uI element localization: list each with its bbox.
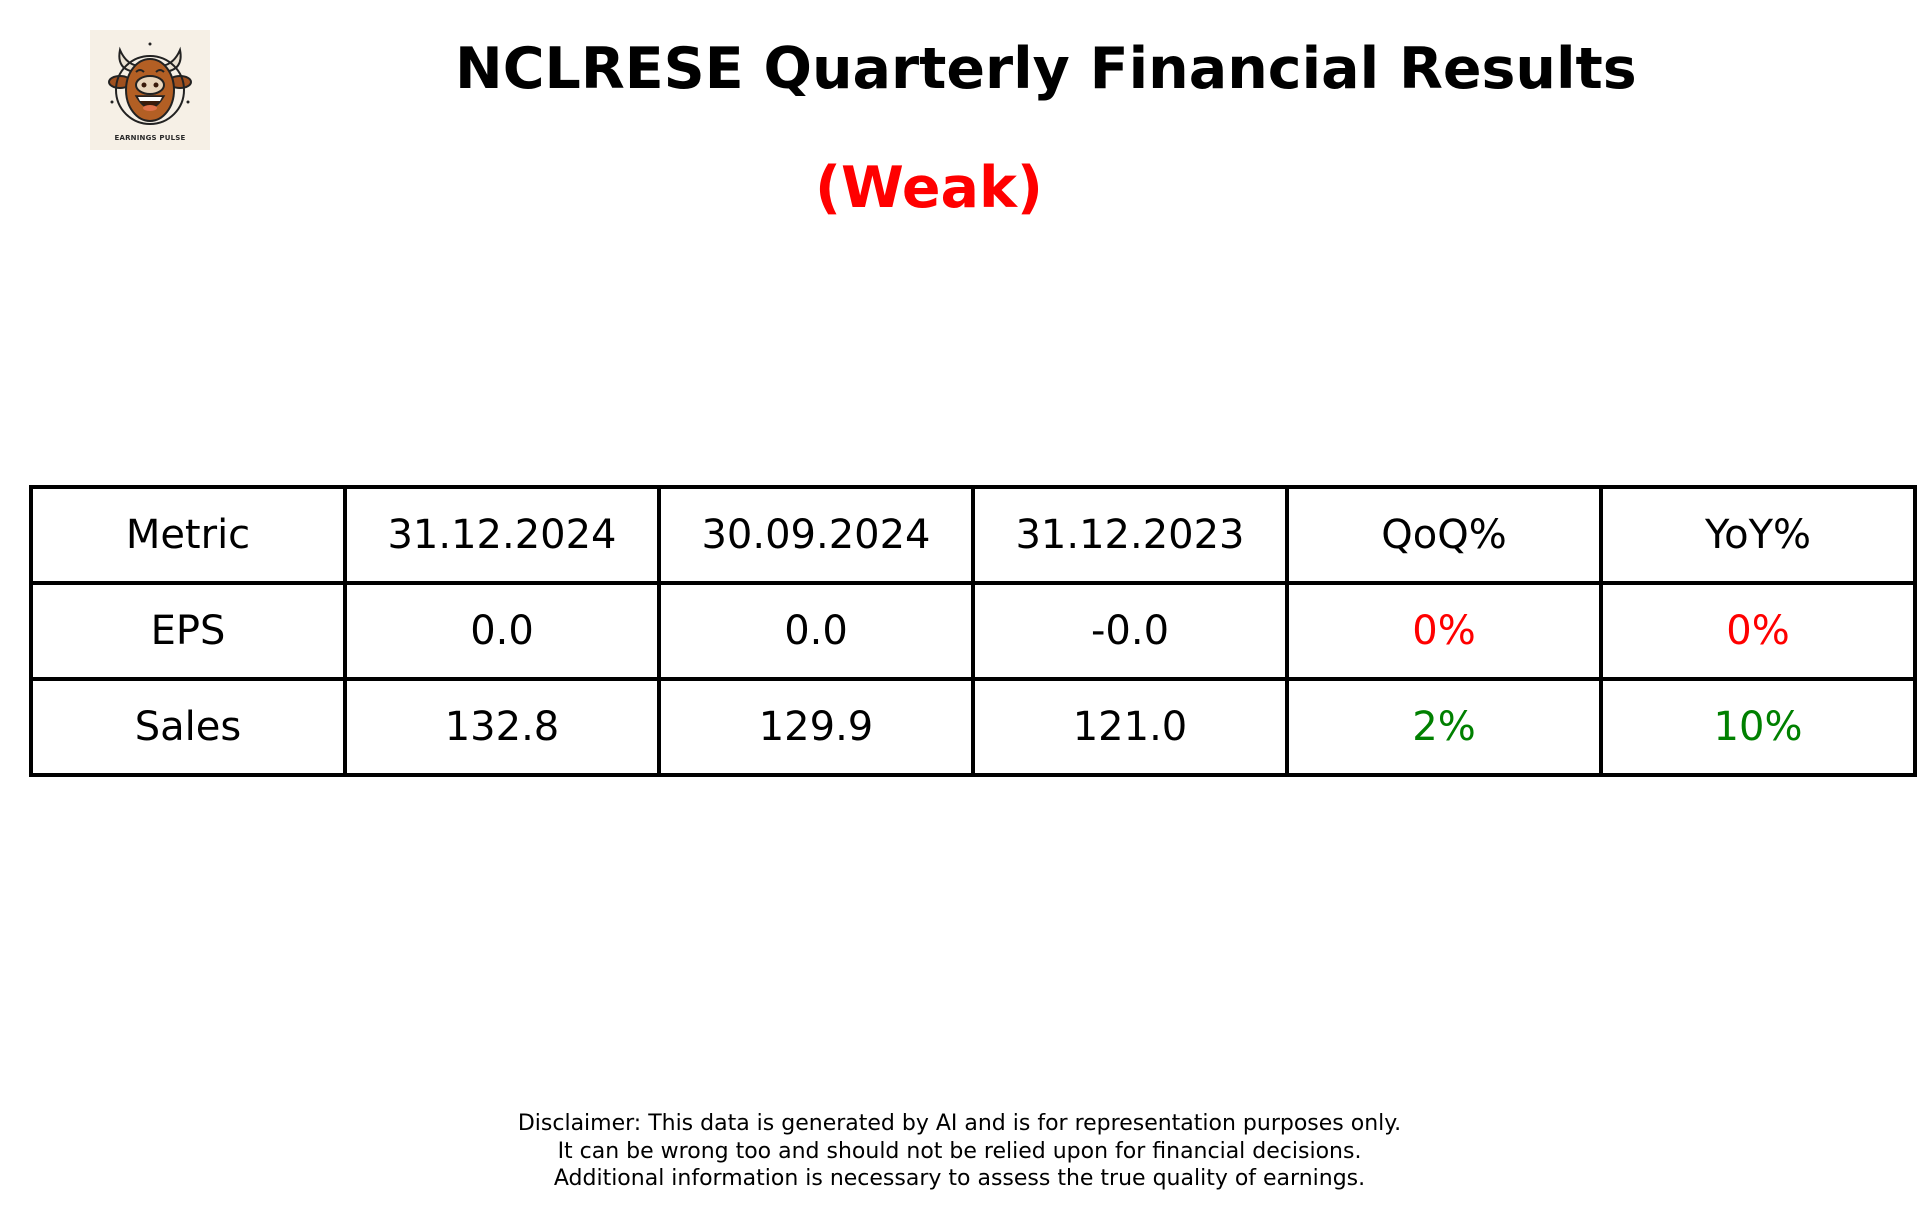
disclaimer: Disclaimer: This data is generated by AI… [0,1110,1919,1193]
table-header-row: Metric 31.12.2024 30.09.2024 31.12.2023 … [29,485,1917,585]
qoq-change: 0% [1285,581,1603,681]
yoy-change: 10% [1599,677,1917,777]
column-header-yoy: YoY% [1599,485,1917,585]
column-header-q3: 31.12.2023 [971,485,1289,585]
table-row: EPS 0.0 0.0 -0.0 0% 0% [29,581,1917,681]
yoy-change: 0% [1599,581,1917,681]
column-header-metric: Metric [29,485,347,585]
column-header-qoq: QoQ% [1285,485,1603,585]
value-cell: 132.8 [343,677,661,777]
column-header-q1: 31.12.2024 [343,485,661,585]
table-row: Sales 132.8 129.9 121.0 2% 10% [29,677,1917,777]
disclaimer-line: Disclaimer: This data is generated by AI… [517,1111,1402,1136]
earnings-pulse-logo: EARNINGS PULSE [90,30,210,150]
page-title: NCLRESE Quarterly Financial Results [455,36,1637,102]
value-cell: 121.0 [971,677,1289,777]
metric-label: EPS [29,581,347,681]
qoq-change: 2% [1285,677,1603,777]
logo-caption: EARNINGS PULSE [114,134,186,142]
value-cell: 0.0 [343,581,661,681]
results-table: Metric 31.12.2024 30.09.2024 31.12.2023 … [29,485,1917,777]
value-cell: 0.0 [657,581,975,681]
column-header-q2: 30.09.2024 [657,485,975,585]
disclaimer-line: It can be wrong too and should not be re… [557,1138,1362,1164]
rating-badge: (Weak) [815,155,1043,221]
value-cell: -0.0 [971,581,1289,681]
value-cell: 129.9 [657,677,975,777]
bull-face-icon [108,42,192,125]
disclaimer-line: Additional information is necessary to a… [553,1166,1366,1191]
metric-label: Sales [29,677,347,777]
